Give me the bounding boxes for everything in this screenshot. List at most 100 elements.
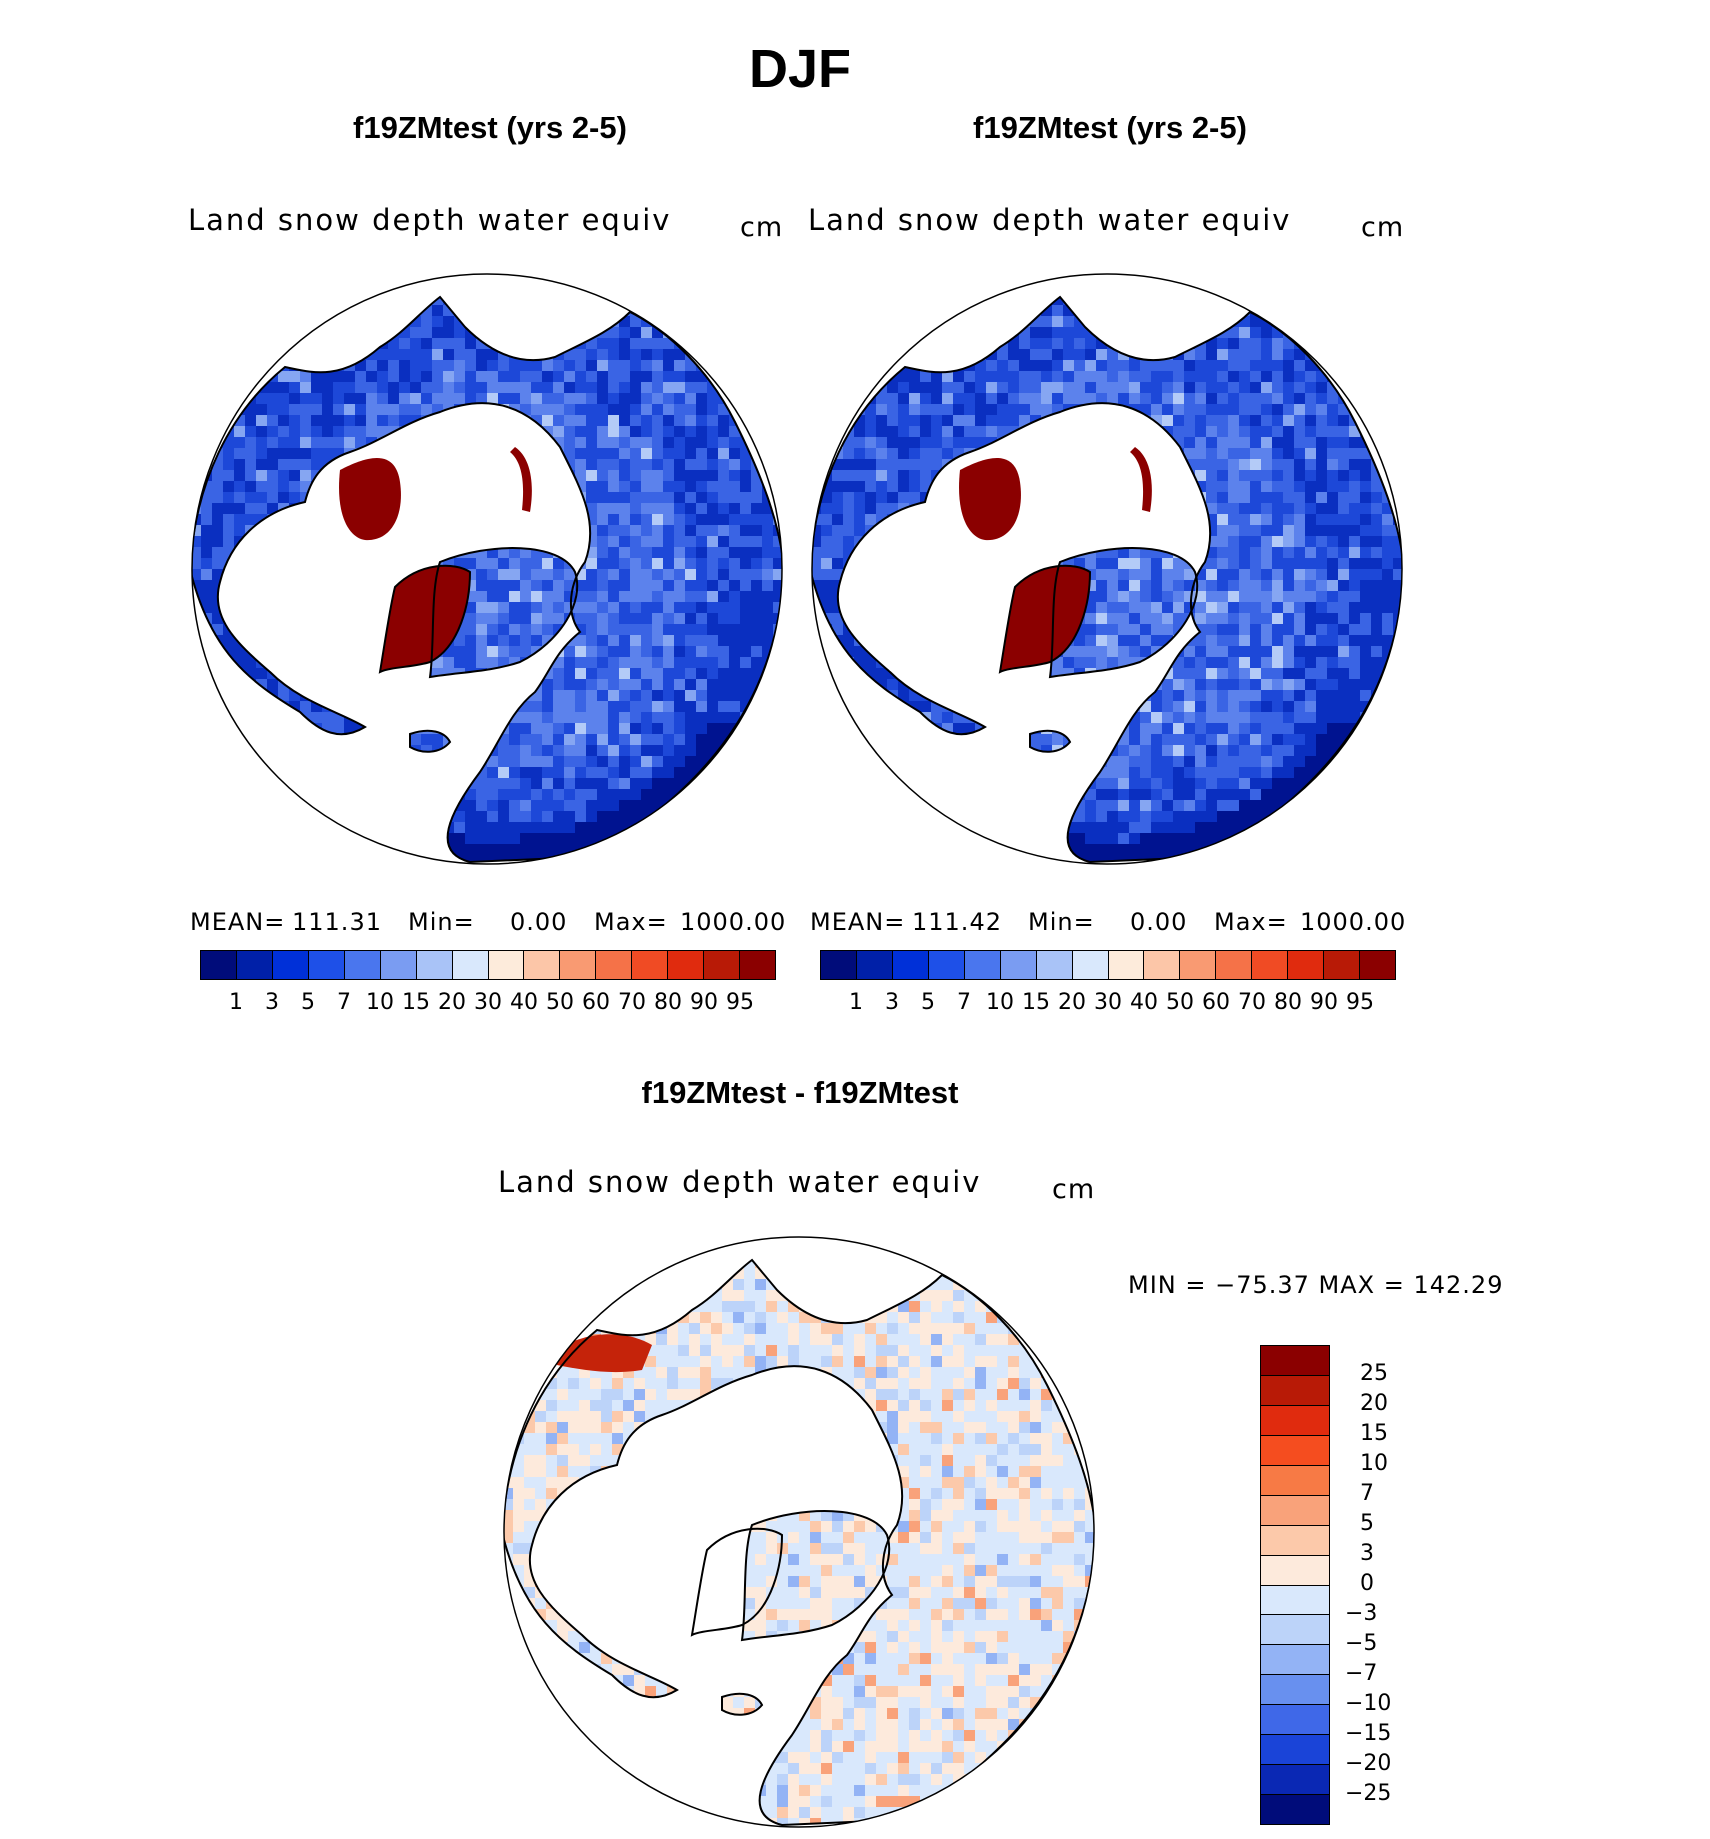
grid-cell: [344, 624, 355, 635]
grid-cell: [487, 602, 498, 613]
grid-cell: [531, 283, 542, 294]
grid-cell: [1294, 569, 1305, 580]
grid-cell: [663, 745, 674, 756]
grid-cell: [975, 657, 986, 668]
grid-cell: [729, 778, 740, 789]
grid-cell: [333, 558, 344, 569]
grid-cell: [1327, 305, 1338, 316]
grid-cell: [1305, 525, 1316, 536]
grid-cell: [619, 316, 630, 327]
grid-cell: [597, 855, 608, 862]
grid-cell: [542, 602, 553, 613]
grid-cell: [1316, 448, 1327, 459]
grid-cell: [1008, 382, 1019, 393]
grid-cell: [1250, 338, 1261, 349]
grid-cell: [1250, 646, 1261, 657]
grid-cell: [1217, 536, 1228, 547]
grid-cell: [1206, 349, 1217, 360]
grid-cell: [531, 811, 542, 822]
grid-cell: [1228, 580, 1239, 591]
grid-cell: [465, 745, 476, 756]
grid-cell: [322, 371, 333, 382]
grid-cell: [1129, 272, 1140, 283]
grid-cell: [1140, 536, 1151, 547]
grid-cell: [1107, 283, 1118, 294]
grid-cell: [192, 558, 201, 569]
grid-cell: [1327, 657, 1338, 668]
grid-cell: [300, 624, 311, 635]
grid-cell: [762, 536, 773, 547]
grid-cell: [454, 701, 465, 712]
grid-cell: [344, 404, 355, 415]
grid-cell: [432, 470, 443, 481]
grid-cell: [1393, 558, 1402, 569]
grid-cell: [773, 547, 782, 558]
grid-cell: [674, 822, 685, 833]
grid-cell: [832, 404, 843, 415]
grid-cell: [1041, 393, 1052, 404]
grid-cell: [300, 558, 311, 569]
grid-cell: [876, 448, 887, 459]
grid-cell: [876, 470, 887, 481]
grid-cell: [740, 657, 751, 668]
grid-cell: [487, 844, 498, 855]
grid-cell: [630, 503, 641, 514]
grid-cell: [1239, 297, 1250, 305]
grid-cell: [212, 833, 223, 844]
grid-cell: [245, 415, 256, 426]
grid-cell: [553, 844, 564, 855]
grid-cell: [410, 297, 421, 305]
grid-cell: [674, 448, 685, 459]
grid-cell: [674, 525, 685, 536]
grid-cell: [812, 481, 821, 492]
grid-cell: [432, 415, 443, 426]
grid-cell: [1063, 536, 1074, 547]
grid-cell: [465, 624, 476, 635]
grid-cell: [1162, 580, 1173, 591]
grid-cell: [876, 404, 887, 415]
grid-cell: [1184, 371, 1195, 382]
grid-cell: [245, 767, 256, 778]
grid-cell: [553, 558, 564, 569]
grid-cell: [674, 613, 685, 624]
grid-cell: [575, 305, 586, 316]
grid-cell: [1316, 470, 1327, 481]
grid-cell: [564, 415, 575, 426]
grid-cell: [476, 602, 487, 613]
grid-cell: [1272, 613, 1283, 624]
grid-cell: [586, 657, 597, 668]
grid-cell: [964, 580, 975, 591]
grid-cell: [234, 580, 245, 591]
grid-cell: [1041, 283, 1052, 294]
grid-cell: [322, 481, 333, 492]
grid-cell: [1052, 360, 1063, 371]
grid-cell: [1305, 360, 1316, 371]
grid-cell: [975, 283, 986, 294]
grid-cell: [898, 426, 909, 437]
grid-cell: [333, 734, 344, 745]
grid-cell: [1250, 635, 1261, 646]
grid-cell: [355, 833, 366, 844]
grid-cell: [1162, 297, 1173, 305]
grid-cell: [311, 668, 322, 679]
grid-cell: [344, 613, 355, 624]
grid-cell: [931, 602, 942, 613]
grid-cell: [421, 305, 432, 316]
grid-cell: [256, 437, 267, 448]
grid-cell: [366, 316, 377, 327]
grid-cell: [542, 492, 553, 503]
grid-cell: [267, 800, 278, 811]
grid-cell: [674, 833, 685, 844]
grid-cell: [707, 547, 718, 558]
grid-cell: [520, 580, 531, 591]
grid-cell: [454, 811, 465, 822]
grid-cell: [1371, 283, 1382, 294]
grid-cell: [1360, 360, 1371, 371]
grid-cell: [707, 745, 718, 756]
grid-cell: [586, 393, 597, 404]
grid-cell: [355, 371, 366, 382]
grid-cell: [718, 437, 729, 448]
grid-cell: [267, 734, 278, 745]
grid-cell: [1074, 646, 1085, 657]
grid-cell: [597, 778, 608, 789]
